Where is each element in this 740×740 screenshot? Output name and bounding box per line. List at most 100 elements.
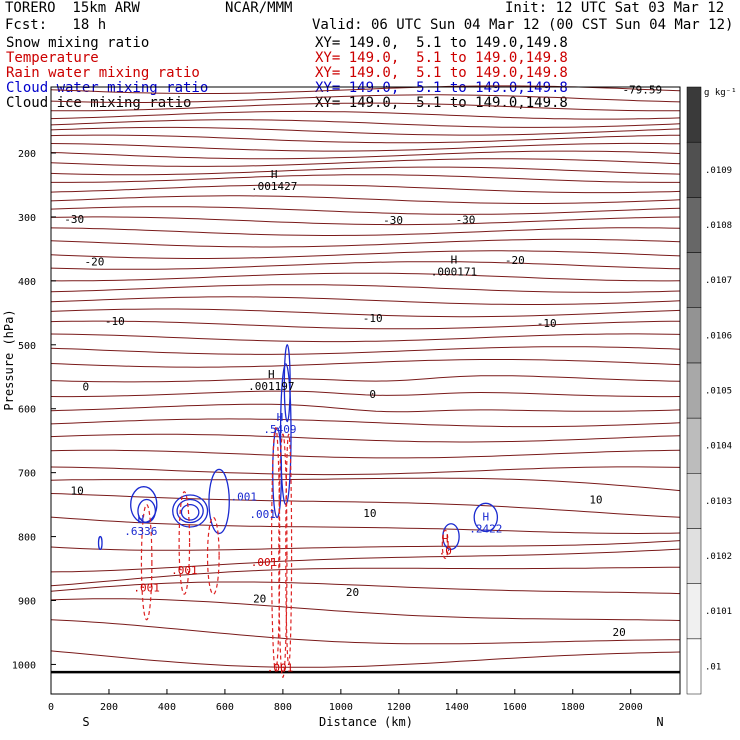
isotherm bbox=[50, 227, 681, 236]
field-xy-rain: XY= 149.0, 5.1 to 149.0,149.8 bbox=[315, 65, 568, 81]
extremum-value: .2422 bbox=[469, 523, 502, 536]
isotherm bbox=[50, 126, 681, 136]
isotherm bbox=[50, 581, 681, 595]
colorbar-label: .0106 bbox=[705, 331, 732, 341]
extremum-value: .0 bbox=[439, 544, 452, 557]
isotherm bbox=[50, 619, 681, 645]
y-tick-label: 400 bbox=[18, 277, 36, 288]
colorbar-label: .0105 bbox=[705, 387, 732, 397]
colorbar-swatch bbox=[686, 638, 702, 695]
extremum-marker: H bbox=[482, 511, 489, 524]
extremum-marker: H bbox=[451, 254, 458, 267]
temperature-label: 20 bbox=[613, 626, 626, 639]
colorbar-unit: g kg⁻¹ bbox=[704, 88, 737, 98]
colorbar-label: .0108 bbox=[705, 221, 732, 231]
colorbar-swatch bbox=[686, 417, 702, 474]
colorbar-label: .0101 bbox=[705, 607, 732, 617]
temperature-label: 10 bbox=[70, 485, 83, 498]
contour-label: .001 bbox=[231, 490, 258, 503]
rain-water-contour bbox=[270, 427, 281, 672]
field-xy-cloud-water: XY= 149.0, 5.1 to 149.0,149.8 bbox=[315, 80, 568, 96]
forecast-hour: Fcst: 18 h bbox=[5, 17, 107, 33]
isotherm bbox=[51, 174, 680, 183]
x-tick-label: 2000 bbox=[619, 702, 643, 713]
isotherm bbox=[50, 142, 681, 152]
colorbar-swatch bbox=[686, 141, 702, 198]
colorbar-label: .0103 bbox=[705, 497, 732, 507]
extremum-marker: H bbox=[268, 368, 275, 381]
extremum-value: .6336 bbox=[124, 525, 157, 538]
temperature-label: -10 bbox=[363, 312, 383, 325]
x-tick-label: 200 bbox=[100, 702, 118, 713]
isotherm bbox=[50, 238, 681, 248]
temperature-label: 20 bbox=[253, 593, 266, 606]
rain-water-contour bbox=[140, 503, 153, 621]
extremum-marker: H bbox=[138, 513, 145, 526]
cloud-water-contour bbox=[473, 502, 499, 533]
contour-label: .001 bbox=[267, 662, 294, 675]
colorbar-swatch bbox=[686, 86, 702, 143]
isotherm bbox=[50, 284, 681, 293]
isotherm bbox=[50, 206, 681, 215]
isotherm bbox=[50, 150, 681, 160]
isotherm bbox=[50, 598, 681, 621]
rain-water-contour bbox=[178, 491, 191, 595]
colorbar-label: .0102 bbox=[705, 552, 732, 562]
temperature-label: 10 bbox=[363, 507, 376, 520]
field-name-rain: Rain water mixing ratio bbox=[6, 65, 200, 81]
isotherm bbox=[50, 250, 681, 259]
cloud-water-contour bbox=[97, 535, 103, 551]
isotherm bbox=[50, 158, 681, 167]
x-tick-label: 1600 bbox=[503, 702, 527, 713]
valid-time: Valid: 06 UTC Sun 04 Mar 12 (00 CST Sun … bbox=[312, 17, 734, 33]
isotherm bbox=[50, 272, 681, 282]
colorbar-swatch bbox=[686, 197, 702, 253]
rain-water-contour bbox=[206, 516, 220, 595]
temperature-label: -30 bbox=[383, 214, 403, 227]
rain-water-contour bbox=[278, 433, 288, 678]
colorbar-swatch bbox=[686, 362, 702, 419]
isotherm bbox=[50, 166, 681, 176]
isotherm bbox=[50, 650, 681, 668]
y-axis-label: Pressure (hPa) bbox=[2, 309, 16, 410]
isotherm bbox=[50, 390, 681, 398]
extremum-value: .001427 bbox=[251, 180, 297, 193]
label-layer: -79.59 -30 -30 -30 -20 -20 -10 -10 -10 0 0 10 10 10 20… bbox=[64, 84, 662, 675]
colorbar-label: .0104 bbox=[705, 442, 732, 452]
colorbar-swatch bbox=[686, 583, 702, 640]
y-tick-label: 300 bbox=[18, 213, 36, 224]
isotherm bbox=[50, 320, 681, 330]
temperature-label: -10 bbox=[537, 317, 557, 330]
x-tick-label: 1200 bbox=[387, 702, 411, 713]
isotherm bbox=[50, 548, 681, 573]
isotherm bbox=[50, 134, 681, 144]
field-name-cloud-ice: Cloud ice mixing ratio bbox=[6, 95, 192, 111]
x-tick-label: 600 bbox=[216, 702, 234, 713]
temperature-label: -20 bbox=[505, 254, 525, 267]
extremum-value: .001197 bbox=[248, 380, 294, 393]
field-xy-cloud-ice: XY= 149.0, 5.1 to 149.0,149.8 bbox=[315, 95, 568, 111]
extremum-marker: H bbox=[277, 411, 284, 424]
cloud-water-contour bbox=[172, 494, 209, 528]
temperature-label: 0 bbox=[82, 380, 89, 393]
x-axis-label: Distance (km) bbox=[319, 715, 413, 729]
cloud-water-contour bbox=[137, 498, 157, 524]
temperature-label: 0 bbox=[369, 388, 376, 401]
isotherm bbox=[50, 308, 681, 318]
isotherm bbox=[50, 359, 681, 368]
south-end-label: S bbox=[82, 715, 89, 729]
extremum-value: .000171 bbox=[431, 266, 477, 279]
temperature-label: -30 bbox=[64, 213, 84, 226]
cloud-water-contour bbox=[208, 468, 230, 535]
cloud-water-contour bbox=[176, 498, 204, 524]
x-tick-label: 1000 bbox=[329, 702, 353, 713]
temperature-label: -20 bbox=[85, 256, 105, 269]
contour-label: .001 bbox=[133, 582, 160, 595]
y-tick-label: 500 bbox=[18, 341, 36, 352]
temperature-label: 20 bbox=[346, 586, 359, 599]
field-xy-temperature: XY= 149.0, 5.1 to 149.0,149.8 bbox=[315, 50, 568, 66]
temperature-label: -79.59 bbox=[622, 84, 662, 97]
cloud-water-contour bbox=[283, 344, 291, 423]
isotherm bbox=[50, 195, 681, 204]
